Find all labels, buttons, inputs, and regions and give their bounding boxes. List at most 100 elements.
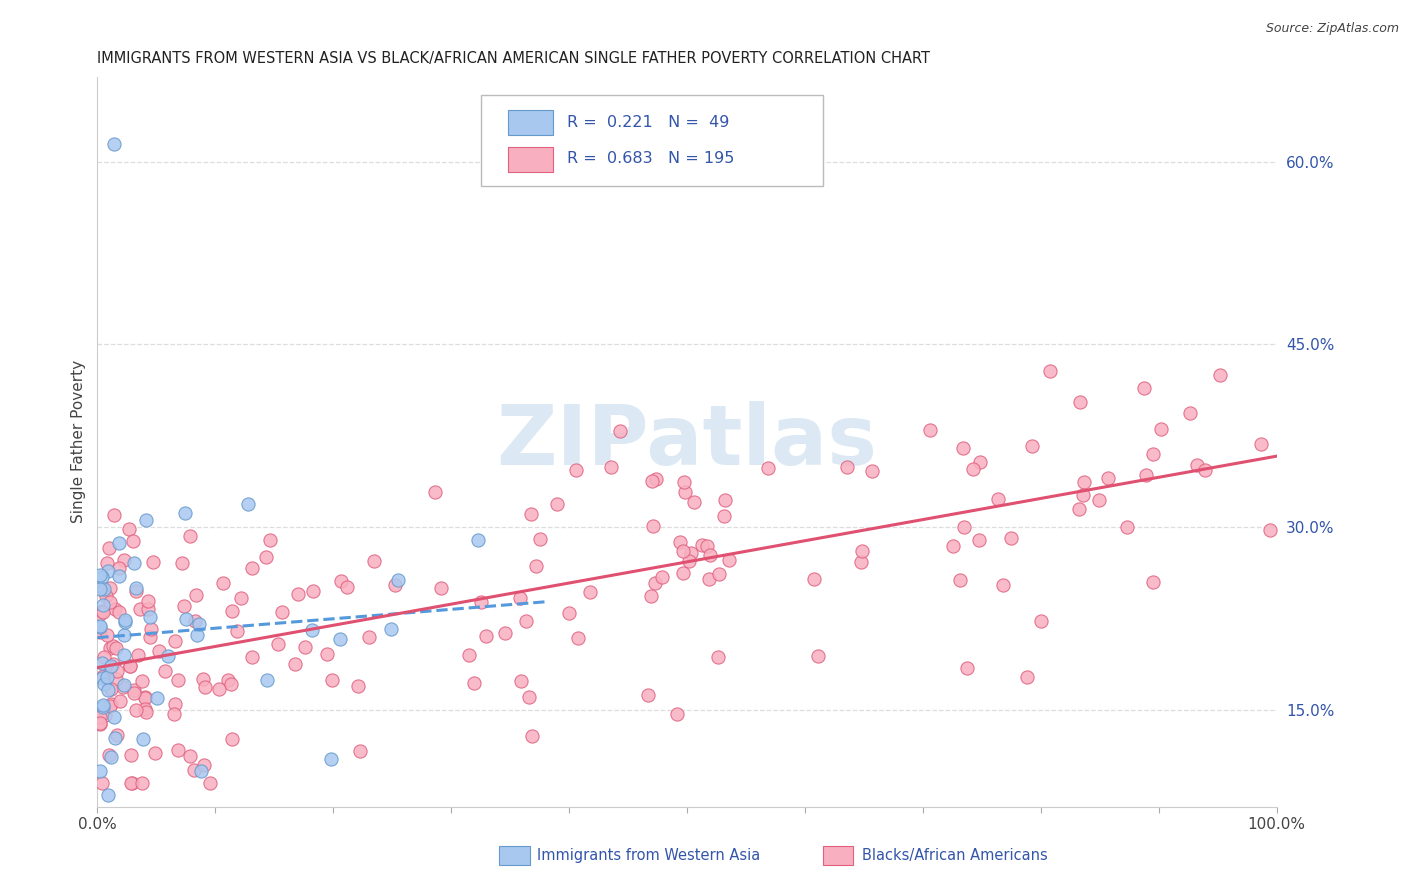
Point [962,461,984,475]
Point [174,612,197,626]
Point [714,493,737,508]
Point [191,673,214,687]
Point [699,572,721,586]
Point [190,764,212,778]
Point [546,497,568,511]
Point [91,656,114,670]
Point [139,630,162,644]
Point [107,561,129,575]
Point [380,622,402,636]
Point [347,679,370,693]
Point [953,520,976,534]
Point [108,606,131,620]
Point [349,744,371,758]
Point [124,703,146,717]
Point [153,664,176,678]
Point [91,698,114,712]
Point [1088,493,1111,508]
Point [93,708,115,723]
Point [969,455,991,469]
Point [125,584,148,599]
Point [803,572,825,586]
Text: IMMIGRANTS FROM WESTERN ASIA VS BLACK/AFRICAN AMERICAN SINGLE FATHER POVERTY COR: IMMIGRANTS FROM WESTERN ASIA VS BLACK/AF… [97,51,931,66]
Point [522,729,544,743]
Point [316,647,339,661]
Point [231,591,253,605]
Point [1073,475,1095,489]
Point [467,533,489,547]
Point [93,582,115,596]
Point [259,533,281,547]
Point [179,749,201,764]
Point [567,631,589,645]
Point [1015,669,1038,683]
Point [387,573,409,587]
Point [131,732,153,747]
Point [967,533,990,547]
Point [254,550,277,565]
Point [1135,468,1157,483]
Point [1142,447,1164,461]
Point [100,681,122,696]
Point [564,463,586,477]
Point [470,595,492,609]
Point [644,472,666,486]
Point [515,614,537,628]
Point [713,508,735,523]
Point [111,680,134,694]
Point [145,691,167,706]
Point [120,775,142,789]
Point [127,648,149,662]
Point [221,677,243,691]
Point [949,573,972,587]
Point [89,618,111,632]
Point [267,637,290,651]
Point [184,614,207,628]
Point [1258,523,1281,537]
Point [284,657,307,671]
Point [678,553,700,567]
Point [1142,574,1164,589]
Point [134,690,156,704]
Point [707,566,730,581]
Point [93,649,115,664]
Text: Blacks/African Americans: Blacks/African Americans [862,848,1047,863]
Point [179,529,201,543]
Point [718,553,741,567]
Point [93,676,115,690]
Point [135,705,157,719]
Point [97,564,120,578]
Point [165,697,187,711]
Point [321,673,343,687]
Bar [508,111,553,136]
Point [699,548,721,562]
Point [163,706,186,721]
Point [807,648,830,663]
Point [637,688,659,702]
Point [1069,394,1091,409]
Point [837,459,859,474]
FancyBboxPatch shape [481,95,823,186]
Point [1071,488,1094,502]
Point [139,622,162,636]
Point [211,576,233,591]
Point [673,484,696,499]
Point [520,508,543,522]
Point [174,506,197,520]
Point [194,680,217,694]
Point [609,425,631,439]
Point [336,580,359,594]
Point [98,748,121,763]
Point [1133,381,1156,395]
Point [136,594,159,608]
Point [143,746,166,760]
Point [104,641,127,656]
Y-axis label: Single Father Poverty: Single Father Poverty [72,360,86,524]
Point [186,628,208,642]
Point [696,539,718,553]
Point [600,459,623,474]
Point [650,570,672,584]
Point [105,727,128,741]
Point [1038,364,1060,378]
Point [96,670,118,684]
